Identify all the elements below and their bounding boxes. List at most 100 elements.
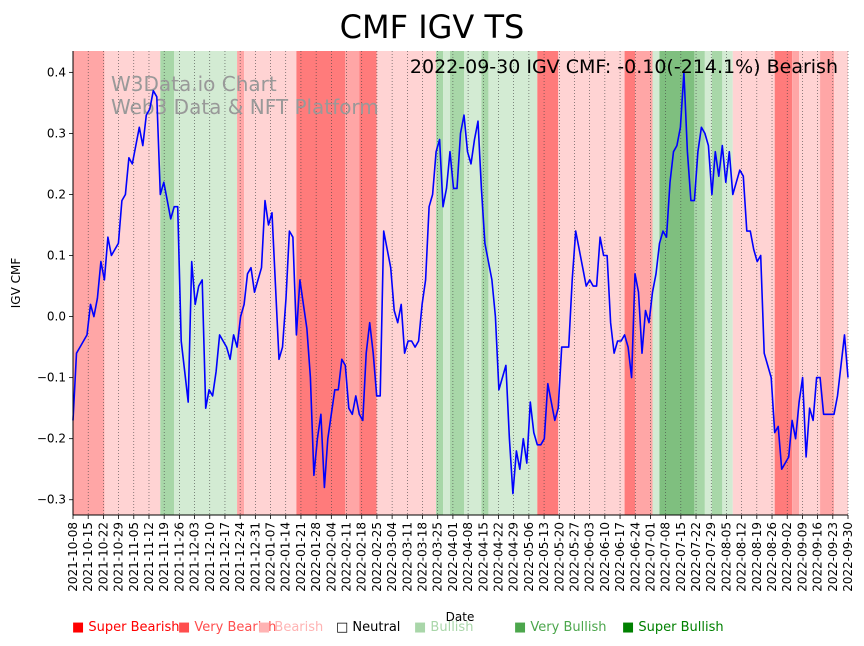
x-tick-label: 2022-03-18 [416,522,430,592]
x-tick-label: 2022-07-08 [659,522,673,592]
x-tick-label: 2022-07-15 [674,522,688,592]
x-tick-label: 2022-04-29 [507,522,521,592]
x-tick-label: 2021-11-12 [142,522,156,592]
x-tick-label: 2022-08-12 [735,522,749,592]
x-tick-label: 2022-02-25 [370,522,384,592]
legend-item: ■ Bullish [414,620,473,635]
regime-band-20 [652,51,660,515]
cmf-series [72,71,849,495]
y-tick-label: 0.0 [47,310,66,324]
y-tick-label: 0.3 [47,126,66,140]
regime-band-27 [774,51,793,515]
legend-swatch: ■ [72,620,89,635]
legend-swatch: ■ [622,620,639,635]
x-tick-label: 2021-11-05 [127,522,141,592]
legend-item: ■ Super Bullish [622,620,724,635]
y-tick-label: 0.1 [47,249,66,263]
regime-band-19 [635,51,653,515]
y-tick-label: −0.1 [37,371,66,385]
x-tick-label: 2021-12-03 [188,522,202,592]
y-tick-label: −0.2 [37,432,66,446]
regime-band-9 [376,51,437,515]
x-axis-label: Date [446,610,475,624]
watermark-line-1: W3Data.io Chart [111,72,277,96]
regime-bands [73,51,848,515]
legend-label: Bearish [274,620,324,635]
x-tick-label: 2022-04-15 [476,522,490,592]
chart-title: CMF IGV TS [340,8,525,46]
x-tick-label: 2022-05-20 [552,522,566,592]
regime-band-28 [792,51,800,515]
x-tick-label: 2021-12-17 [218,522,232,592]
x-tick-label: 2022-01-07 [264,522,278,592]
regime-band-25 [722,51,733,515]
legend-item: ■ Super Bearish [72,620,180,635]
legend-label: Super Bullish [638,620,724,635]
x-tick-label: 2022-08-05 [719,522,733,592]
legend-item: ■ Bearish [258,620,323,635]
x-tick-label: 2022-07-01 [643,522,657,592]
regime-band-0 [73,51,105,515]
x-tick-label: 2022-05-27 [567,522,581,592]
regime-band-24 [711,51,723,515]
x-tick-label: 2022-08-19 [750,522,764,592]
y-tick-label: 0.2 [47,187,66,201]
y-tick-label: −0.3 [37,493,66,507]
legend-item: □ Neutral [336,620,400,635]
x-tick-label: 2022-03-25 [431,522,445,592]
regime-band-22 [694,51,705,515]
legend-label: Very Bullish [530,620,607,635]
legend-item: ■ Very Bullish [514,620,606,635]
legend-label: Bullish [430,620,474,635]
x-tick-label: 2022-01-21 [294,522,308,592]
x-tick-label: 2022-09-02 [780,522,794,592]
x-tick-label: 2021-12-24 [233,522,247,592]
regime-band-12 [450,51,464,515]
regime-band-1 [104,51,161,515]
legend-swatch: □ [336,620,353,635]
x-tick-label: 2021-10-08 [66,522,80,592]
x-tick-label: 2022-09-30 [841,522,855,592]
regime-band-23 [704,51,712,515]
x-tick-label: 2022-01-14 [279,522,293,592]
axes [72,51,848,516]
x-tick-label: 2022-09-23 [826,522,840,592]
legend-swatch: ■ [258,620,275,635]
x-tick-label: 2022-06-24 [628,522,642,592]
watermark: W3Data.io Chart Web3 Data & NFT Platform [111,72,379,119]
regime-band-15 [488,51,538,515]
legend-swatch: ■ [414,620,431,635]
regime-band-5 [244,51,297,515]
regime-band-3 [174,51,238,515]
regime-band-7 [345,51,360,515]
regime-band-11 [443,51,451,515]
x-ticks: 2021-10-08 2021-10-15 2021-10-22 2021-10-29… [66,515,855,592]
regime-band-26 [732,51,775,515]
regime-band-14 [481,51,489,515]
x-tick-label: 2022-02-18 [355,522,369,592]
x-tick-label: 2022-07-29 [704,522,718,592]
x-tick-label: 2022-05-06 [522,522,536,592]
x-tick-label: 2022-07-22 [689,522,703,592]
regime-band-18 [624,51,636,515]
x-tick-label: 2022-08-26 [765,522,779,592]
regime-band-16 [537,51,559,515]
regime-band-4 [237,51,245,515]
x-tick-label: 2022-05-13 [537,522,551,592]
y-tick-label: 0.4 [47,65,66,79]
x-tick-label: 2021-11-19 [157,522,171,592]
regime-band-2 [160,51,175,515]
y-axis-label: IGV CMF [9,258,23,309]
x-tick-label: 2021-10-15 [81,522,95,592]
x-tick-label: 2021-11-26 [172,522,186,592]
x-tick-label: 2022-06-17 [613,522,627,592]
x-tick-label: 2021-12-31 [248,522,262,592]
x-tick-label: 2022-04-01 [446,522,460,592]
legend-label: Neutral [352,620,401,635]
x-tick-label: 2021-12-10 [203,522,217,592]
x-tick-label: 2022-09-09 [795,522,809,592]
legend-swatch: ■ [514,620,531,635]
x-tick-label: 2022-04-22 [491,522,505,592]
regime-band-30 [820,51,835,515]
